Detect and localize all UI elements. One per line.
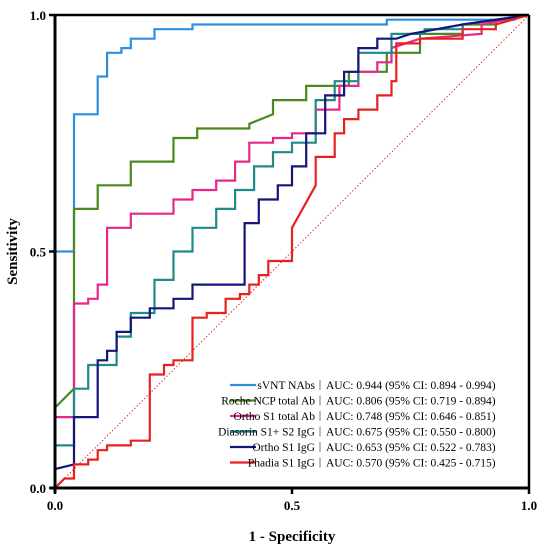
legend-name-5: Phadia S1 IgG: [248, 458, 315, 470]
y-tick-label-2: 1.0: [30, 8, 46, 23]
series-line-3: [55, 13, 530, 447]
axes: 0.00.0 0.5 0.5 1.0 1.0: [30, 8, 537, 513]
x-tick-label-1: 0.5: [284, 498, 301, 513]
x-tick-label-2: 1.0: [521, 498, 537, 513]
series-lines: [53, 13, 530, 489]
legend: sVNT NAbs AUC: 0.944 (95% CI: 0.894 - 0.9…: [218, 380, 496, 470]
series-line-2: [55, 13, 530, 419]
y-axis-title: Sensitivity: [5, 218, 21, 285]
legend-name-3: Diasorin S1+ S2 IgG: [218, 427, 315, 439]
legend-name-2: Ortho S1 total Ab: [234, 411, 316, 423]
legend-auc-2: AUC: 0.748 (95% CI: 0.646 - 0.851): [326, 411, 496, 423]
legend-auc-0: AUC: 0.944 (95% CI: 0.894 - 0.994): [326, 380, 496, 392]
legend-auc-4: AUC: 0.653 (95% CI: 0.522 - 0.783): [326, 442, 496, 454]
series-line-1: [54, 13, 530, 409]
legend-name-0: sVNT NAbs: [257, 380, 315, 392]
y-tick-label-1: 0.5: [30, 245, 47, 260]
legend-name-4: Ortho S1 IgG: [252, 442, 315, 454]
legend-auc-5: AUC: 0.570 (95% CI: 0.425 - 0.715): [326, 458, 496, 470]
legend-auc-3: AUC: 0.675 (95% CI: 0.550 - 0.800): [326, 427, 496, 439]
legend-name-1: Roche NCP total Ab: [221, 396, 315, 408]
x-axis-title: 1 - Specificity: [249, 529, 336, 545]
y-tick-label-0: 0.0: [30, 481, 46, 496]
legend-auc-1: AUC: 0.806 (95% CI: 0.719 - 0.894): [326, 396, 496, 408]
series-line-4: [54, 13, 530, 471]
series-line-0: [53, 13, 529, 488]
series-line-5: [54, 13, 530, 489]
x-tick-label-0: 0.0: [47, 498, 63, 513]
